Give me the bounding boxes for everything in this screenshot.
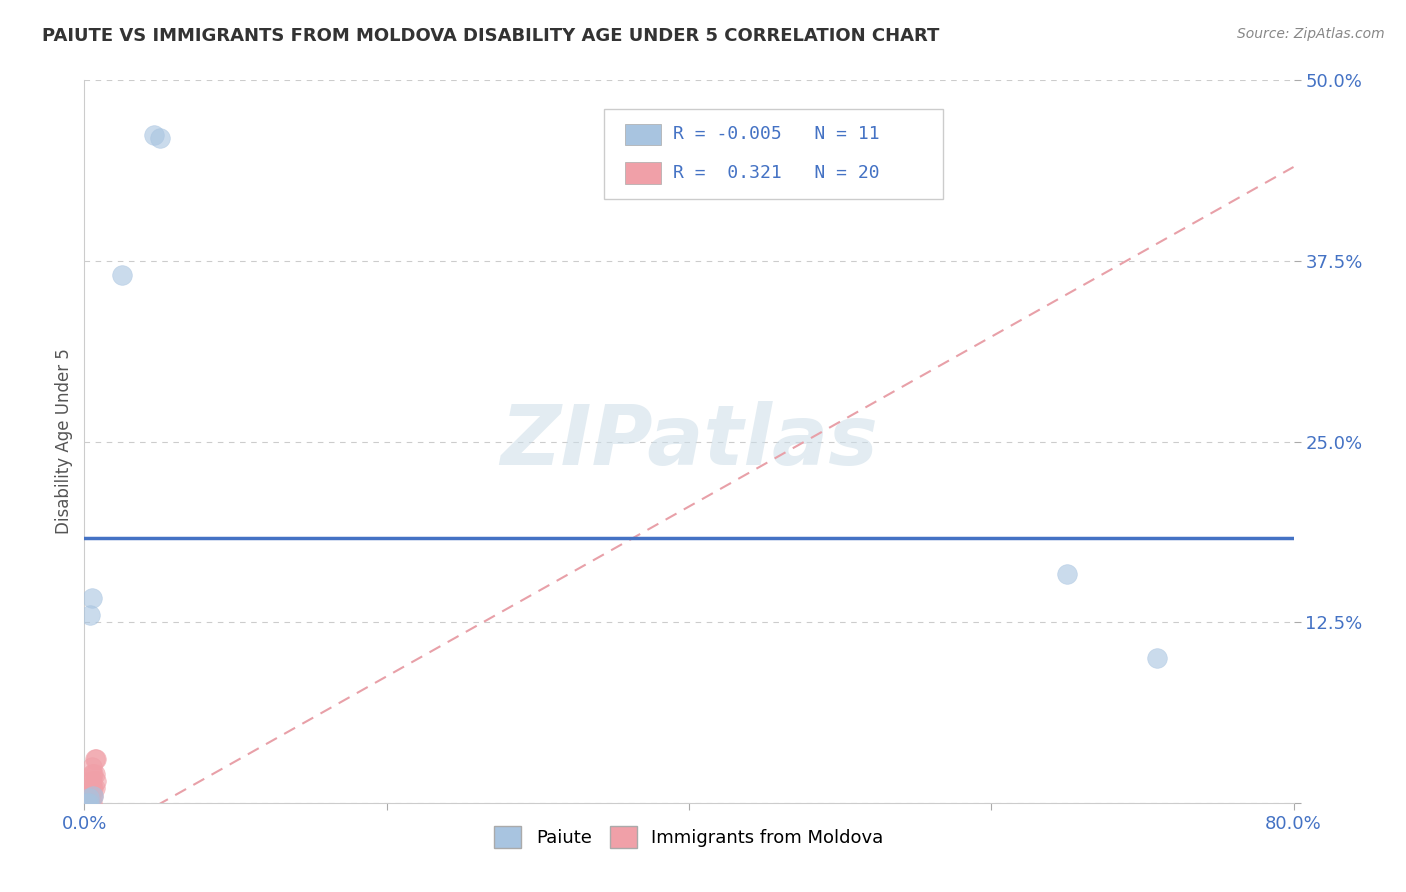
Text: Source: ZipAtlas.com: Source: ZipAtlas.com [1237,27,1385,41]
Text: ZIPatlas: ZIPatlas [501,401,877,482]
Text: R = -0.005   N = 11: R = -0.005 N = 11 [673,126,880,144]
Point [79,607,101,622]
Point [82,781,104,796]
Text: R =  0.321   N = 20: R = 0.321 N = 20 [673,164,880,182]
Point [76,796,98,810]
FancyBboxPatch shape [605,109,943,200]
Point [79,781,101,796]
Point [142,128,165,143]
Point [82,789,104,803]
Point [84,767,107,781]
Point [77,791,100,805]
Point [86,774,108,789]
Point [80,767,103,781]
Point [77,796,100,810]
Point [82,767,104,781]
Point [86,752,108,766]
Y-axis label: Disability Age Under 5: Disability Age Under 5 [55,349,73,534]
FancyBboxPatch shape [624,124,661,145]
Point [111,268,134,283]
Point [80,781,103,796]
Point [77,789,100,803]
Point [79,796,101,810]
Point [84,752,107,766]
Point [1056,567,1078,582]
Point [82,789,104,803]
Point [80,796,103,810]
Legend: Paiute, Immigrants from Moldova: Paiute, Immigrants from Moldova [486,819,891,855]
Point [80,591,103,605]
Point [149,131,172,145]
Point [84,781,107,796]
Point [77,796,100,810]
Point [76,796,98,810]
Point [1146,651,1168,665]
Text: PAIUTE VS IMMIGRANTS FROM MOLDOVA DISABILITY AGE UNDER 5 CORRELATION CHART: PAIUTE VS IMMIGRANTS FROM MOLDOVA DISABI… [42,27,939,45]
Point [79,789,101,803]
Point [80,789,103,803]
FancyBboxPatch shape [624,162,661,184]
Point [80,760,103,774]
Point [80,774,103,789]
